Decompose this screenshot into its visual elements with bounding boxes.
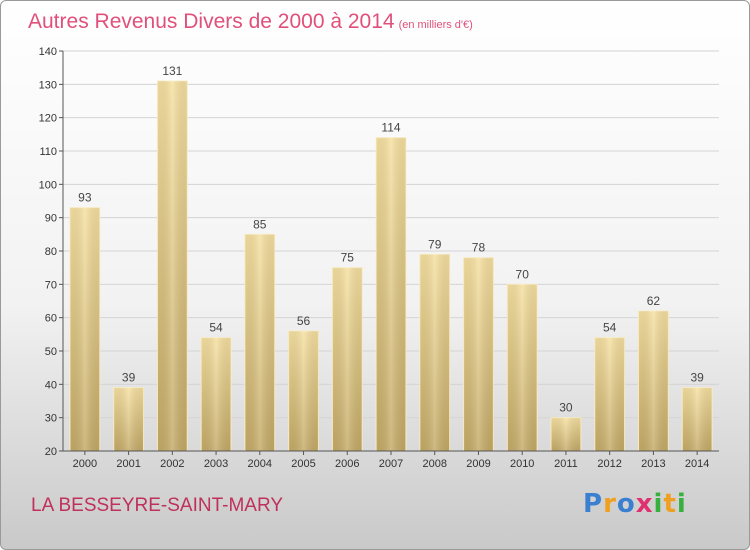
logo-letter: i <box>653 489 664 519</box>
y-tick-label: 40 <box>45 379 57 391</box>
bar-sheen <box>551 417 581 451</box>
x-tick-label: 2008 <box>422 458 446 470</box>
town-name: LA BESSEYRE-SAINT-MARY <box>31 495 284 516</box>
logo-letter: t <box>663 489 677 519</box>
axis-layer: 20 30 40 50 60 70 80 90 100 110 120 130 140 2000 2001 2… <box>39 46 719 470</box>
x-tick-label: 2014 <box>685 458 709 470</box>
bar-value-label: 30 <box>559 401 573 415</box>
x-tick-label: 2009 <box>466 458 490 470</box>
y-tick-label: 90 <box>45 213 57 225</box>
bar-sheen <box>201 337 231 451</box>
bar-value-label: 79 <box>428 237 442 251</box>
bar-value-label: 85 <box>253 217 267 231</box>
bar-value-label: 54 <box>603 321 617 335</box>
bar-value-label: 54 <box>209 321 223 335</box>
bar-sheen <box>638 311 669 451</box>
bar-value-label: 131 <box>162 64 182 78</box>
x-tick-label: 2005 <box>291 458 315 470</box>
y-tick-label: 130 <box>39 79 57 91</box>
y-tick-label: 50 <box>45 346 57 358</box>
y-tick-label: 140 <box>39 46 57 58</box>
x-tick-label: 2006 <box>335 458 359 470</box>
bar-value-label: 56 <box>297 314 311 328</box>
y-tick-label: 100 <box>39 179 57 191</box>
x-tick-label: 2013 <box>641 458 665 470</box>
logo-letter: i <box>676 489 687 519</box>
bar-value-label: 93 <box>78 191 92 205</box>
x-tick-label: 2000 <box>73 458 97 470</box>
x-tick-label: 2011 <box>554 458 578 470</box>
y-tick-label: 30 <box>45 413 57 425</box>
bar-sheen <box>507 284 538 451</box>
bar-sheen <box>288 331 319 451</box>
bar-sheen <box>69 207 100 451</box>
bar-sheen <box>332 267 363 451</box>
bar-value-label: 75 <box>341 251 355 265</box>
bar-value-label: 114 <box>381 121 400 135</box>
bar-sheen <box>113 387 144 451</box>
bar-value-label: 78 <box>472 241 486 255</box>
logo-letter: r <box>603 489 617 519</box>
chart-title: Autres Revenus Divers de 2000 à 2014 (en … <box>28 10 473 34</box>
bar-sheen <box>594 337 625 451</box>
y-tick-label: 80 <box>45 246 57 258</box>
y-tick-label: 120 <box>39 113 57 125</box>
logo-letter: P <box>583 489 604 519</box>
x-tick-label: 2001 <box>116 458 140 470</box>
y-tick-label: 20 <box>45 446 57 458</box>
x-tick-label: 2010 <box>510 458 534 470</box>
logo-letter: x <box>635 489 654 519</box>
x-tick-label: 2003 <box>204 458 228 470</box>
y-tick-label: 60 <box>45 313 57 325</box>
bar-value-label: 39 <box>122 371 136 385</box>
bar-sheen <box>376 137 406 451</box>
proxiti-logo: Proxiti <box>583 489 687 519</box>
bar-sheen <box>244 234 275 451</box>
x-tick-label: 2002 <box>160 458 184 470</box>
chart-unit: (en milliers d'€) <box>398 19 473 31</box>
bar-sheen <box>157 81 188 451</box>
bar-layer: 93 39 131 54 85 56 75 114 79 78 70 30 54 62 39 <box>69 64 713 452</box>
bar-value-label: 39 <box>690 371 704 385</box>
y-tick-label: 70 <box>45 279 57 291</box>
bar-value-label: 62 <box>647 294 661 308</box>
y-tick-label: 110 <box>39 146 57 158</box>
x-tick-label: 2004 <box>248 458 272 470</box>
x-tick-label: 2012 <box>597 458 621 470</box>
logo-letter: o <box>616 489 636 519</box>
x-tick-label: 2007 <box>379 458 403 470</box>
chart-title-text: Autres Revenus Divers de 2000 à 2014 <box>28 10 395 33</box>
bar-sheen <box>419 254 450 451</box>
bar-sheen <box>682 387 713 451</box>
bar-value-label: 70 <box>516 267 530 281</box>
bar-sheen <box>463 257 494 451</box>
